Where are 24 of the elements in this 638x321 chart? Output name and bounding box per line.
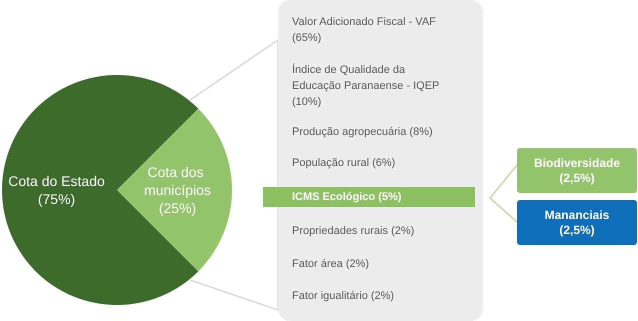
category-label: Propriedades rurais	[292, 225, 389, 237]
slice-label: Cota do Estado	[8, 173, 105, 189]
data-label: (75%)	[38, 191, 76, 207]
data-label: (2%)	[346, 258, 370, 270]
data-label: (25%)	[158, 200, 196, 216]
data-label: (5%)	[378, 191, 402, 203]
category-label: Produção agropecuária	[292, 126, 408, 138]
category-label: Biodiversidade	[532, 156, 622, 170]
data-label: (10%)	[292, 96, 322, 108]
category-label: ICMS Ecológico	[292, 191, 376, 203]
data-label: (2%)	[391, 225, 414, 237]
data-label: (65%)	[292, 32, 322, 44]
slice-label: Cota dos municípios	[144, 164, 211, 198]
data-label: (2,5%)	[558, 170, 596, 186]
data-label: (8%)	[409, 126, 433, 138]
category-label: Fator igualitário	[292, 290, 369, 302]
category-label: Valor Adicionado Fiscal - VAF	[292, 16, 436, 28]
category-label: Fator área	[292, 258, 344, 270]
category-label: População rural	[292, 157, 370, 169]
data-label: (2,5%)	[558, 222, 596, 238]
data-label: (2%)	[370, 290, 394, 302]
data-label: (6%)	[372, 157, 396, 169]
category-label: Índice de Qualidade da Educação Paranaense - IQEP	[292, 64, 440, 92]
category-label: Mananciais	[544, 208, 610, 222]
